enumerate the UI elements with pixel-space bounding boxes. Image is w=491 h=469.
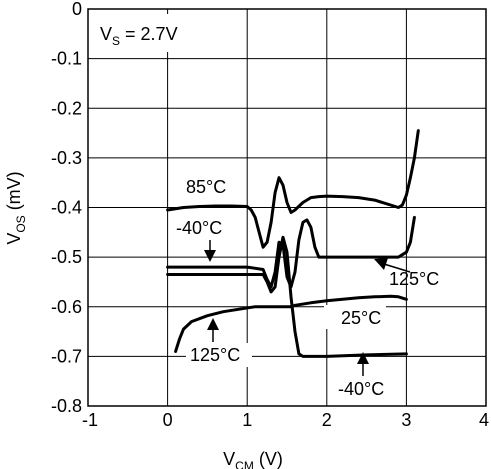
series-line-s85 [166, 129, 420, 249]
y-axis-label: VOS (mV) [4, 171, 28, 244]
condition-label-main: V [100, 24, 112, 44]
y-axis-label-main: V [4, 233, 24, 245]
grid-lines [87, 8, 487, 407]
x-tick-label: 0 [163, 410, 173, 430]
y-tick-label: -0.7 [51, 346, 82, 366]
label-125c-right: 125°C [389, 269, 439, 289]
label-85c: 85°C [186, 177, 226, 197]
y-tick-label: -0.3 [51, 148, 82, 168]
label-25-bg [324, 305, 386, 329]
x-tick-label: 1 [242, 410, 252, 430]
condition-label: VS = 2.7V [100, 24, 178, 48]
series-line-s25 [174, 294, 408, 353]
label-85-bg [182, 174, 238, 198]
label-minus40c-top: -40°C [176, 218, 222, 238]
condition-label-rest: = 2.7V [120, 24, 178, 44]
plot-frame [87, 8, 487, 407]
series-lines [166, 129, 420, 358]
label-minus40-top-bg [173, 215, 237, 239]
x-tick-label: 3 [401, 410, 411, 430]
annotations: VS = 2.7V 85°C -40°C 125°C 25°C 125°C -4… [92, 14, 439, 400]
y-tick-label: 0 [72, 0, 82, 19]
y-tick-label: -0.1 [51, 49, 82, 69]
arrow-minus40-top-head [204, 250, 216, 262]
y-axis-label-sub: OS [14, 215, 28, 232]
condition-label-sub: S [112, 34, 120, 48]
x-axis-label-main: V [223, 449, 235, 469]
condition-label-box [92, 14, 200, 52]
label-125c-lower: 125°C [190, 345, 240, 365]
x-tick-label: 2 [322, 410, 332, 430]
series-line-s40 [166, 235, 408, 358]
x-tick-label: -1 [82, 410, 98, 430]
y-axis-label-unit: (mV) [4, 171, 24, 215]
y-tick-label: -0.5 [51, 247, 82, 267]
y-tick-label: -0.6 [51, 297, 82, 317]
arrow-125-right-head [374, 258, 388, 270]
y-tick-label: -0.2 [51, 98, 82, 118]
x-axis-label-unit: (V) [254, 449, 283, 469]
label-minus40-lower-bg [334, 376, 396, 400]
y-tick-labels: 0 -0.1 -0.2 -0.3 -0.4 -0.5 -0.6 -0.7 -0.8 [51, 0, 82, 416]
x-tick-label: 4 [479, 410, 489, 430]
x-tick-labels: -1 0 1 2 3 4 [82, 410, 489, 430]
x-axis-label: VCM (V) [223, 449, 283, 469]
y-tick-label: -0.4 [51, 198, 82, 218]
x-axis-label-sub: CM [235, 459, 254, 469]
y-tick-label: -0.8 [51, 396, 82, 416]
label-125-lower-bg [186, 343, 252, 367]
label-25c: 25°C [341, 308, 381, 328]
arrow-125-lower-head [207, 318, 219, 330]
arrow-minus40-lower-head [357, 352, 369, 364]
arrow-125-right-line [383, 263, 411, 273]
label-minus40c-lower: -40°C [338, 379, 384, 399]
